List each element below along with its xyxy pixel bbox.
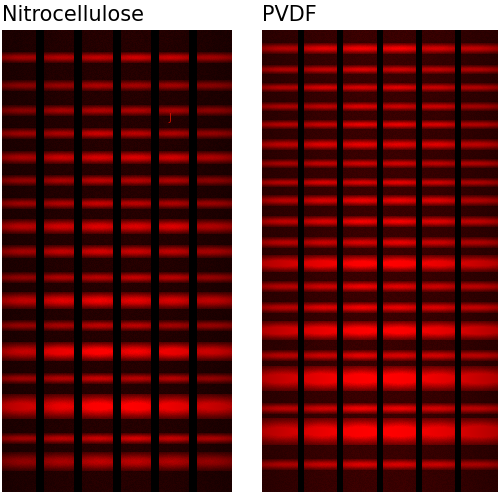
Text: PVDF: PVDF <box>262 5 317 25</box>
Text: Nitrocellulose: Nitrocellulose <box>2 5 144 25</box>
Text: J: J <box>168 113 172 123</box>
